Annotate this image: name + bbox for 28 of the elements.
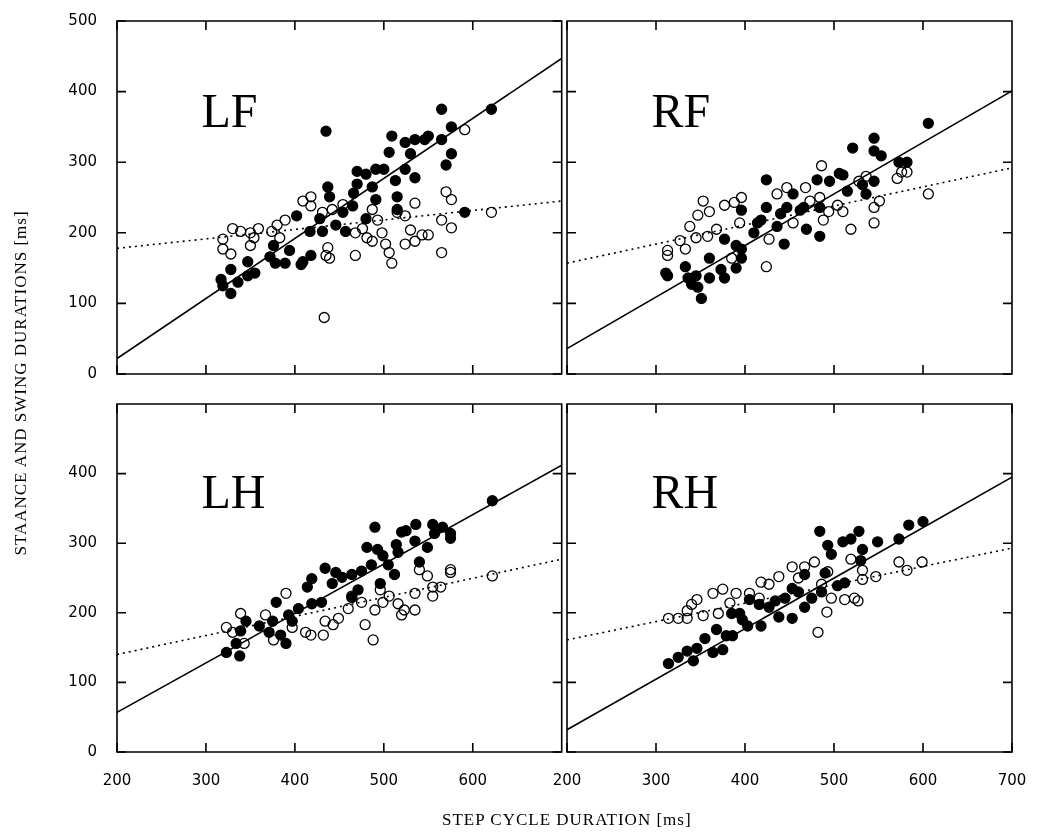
y-tick-label: 400	[68, 81, 97, 100]
x-tick-label: 500	[369, 770, 399, 789]
y-tick-label: 100	[68, 293, 97, 312]
x-tick-label: 200	[102, 770, 132, 789]
y-tick-label: 300	[68, 152, 97, 171]
y-tick-label: 200	[68, 222, 97, 241]
x-axis-title: STEP CYCLE DURATION [ms]	[442, 810, 692, 830]
y-tick-label: 0	[87, 363, 97, 382]
text: LF	[201, 83, 258, 137]
y-tick-label: 300	[68, 533, 97, 552]
x-tick-label: 200	[552, 770, 582, 789]
y-axis-title: STAANCE AND SWING DURATIONS [ms]	[10, 210, 31, 556]
y-tick-label: 200	[68, 602, 97, 621]
y-tick-label: 400	[68, 463, 97, 482]
y-tick-label: 0	[87, 741, 97, 760]
x-tick-label: 400	[280, 770, 310, 789]
text: RF	[651, 83, 711, 137]
text: LH	[201, 465, 266, 519]
x-tick-label: 700	[997, 770, 1027, 789]
y-tick-label: 500	[68, 10, 97, 29]
y-tick-label: 100	[68, 672, 97, 691]
x-tick-label: 300	[641, 770, 671, 789]
text: RH	[651, 465, 719, 519]
x-tick-label: 600	[908, 770, 938, 789]
x-tick-label: 300	[191, 770, 221, 789]
x-tick-label: 600	[458, 770, 488, 789]
x-tick-label: 500	[819, 770, 849, 789]
x-tick-label: 400	[730, 770, 760, 789]
